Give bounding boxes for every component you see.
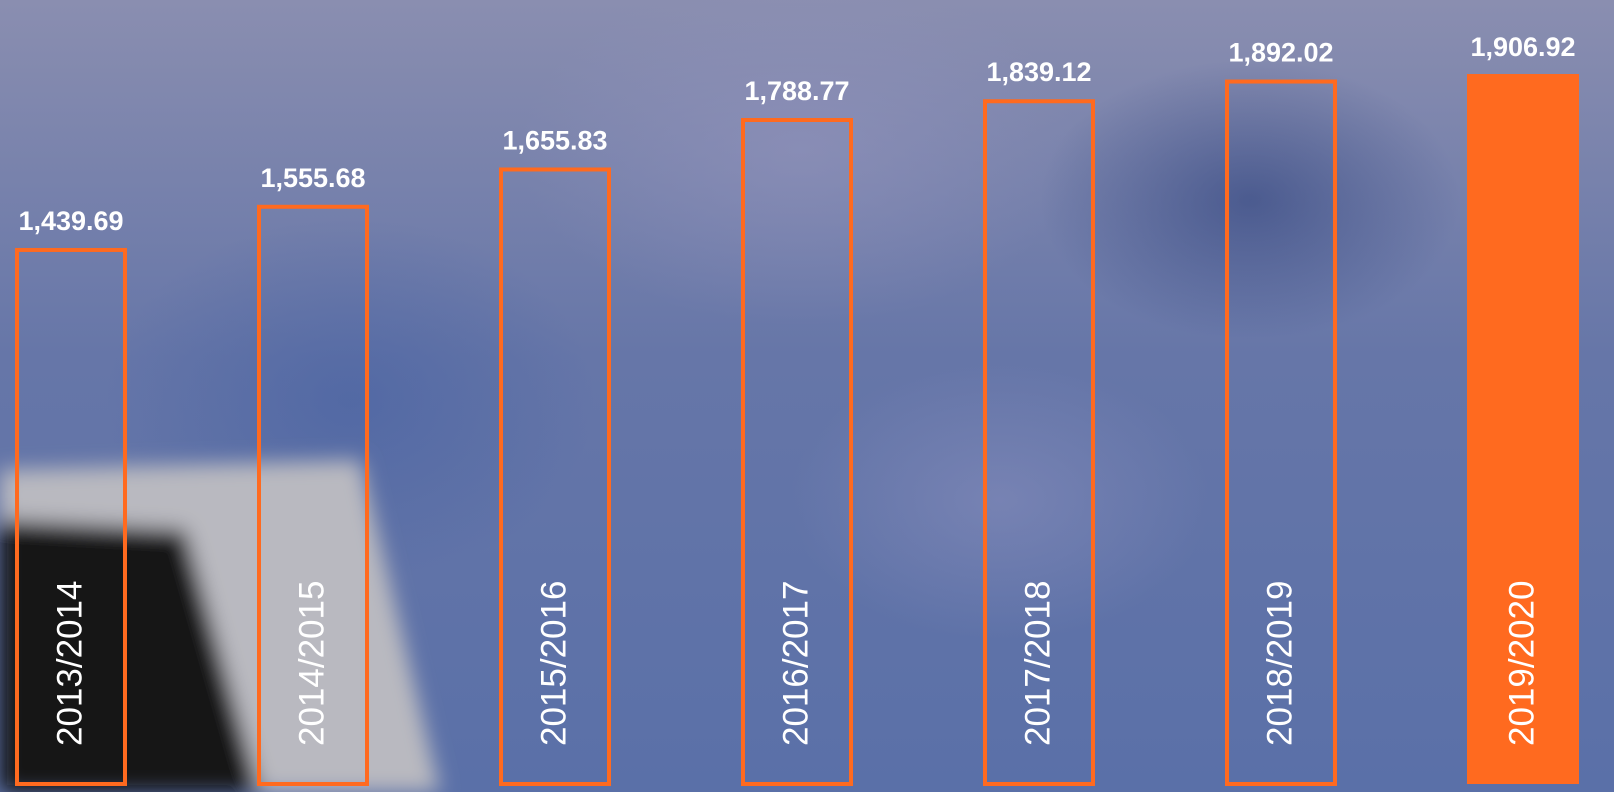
category-label: 2018/2019 (1260, 581, 1299, 746)
value-label: 1,788.77 (744, 76, 849, 106)
page: 1,439.69 2013/2014 1,555.68 2014/2015 1,655.… (0, 0, 1614, 792)
category-label: 2017/2018 (1018, 581, 1057, 746)
value-label: 1,439.69 (18, 206, 123, 236)
value-label: 1,892.02 (1228, 38, 1333, 68)
category-label: 2019/2020 (1502, 581, 1541, 746)
value-label: 1,555.68 (260, 163, 365, 193)
chart: 1,439.69 2013/2014 1,555.68 2014/2015 1,655.… (0, 0, 1614, 792)
value-label: 1,839.12 (986, 57, 1091, 87)
category-label: 2013/2014 (50, 581, 89, 746)
category-label: 2014/2015 (292, 581, 331, 746)
category-label: 2015/2016 (534, 581, 573, 746)
value-label: 1,906.92 (1470, 32, 1575, 62)
category-label: 2016/2017 (776, 581, 815, 746)
value-label: 1,655.83 (502, 125, 607, 155)
